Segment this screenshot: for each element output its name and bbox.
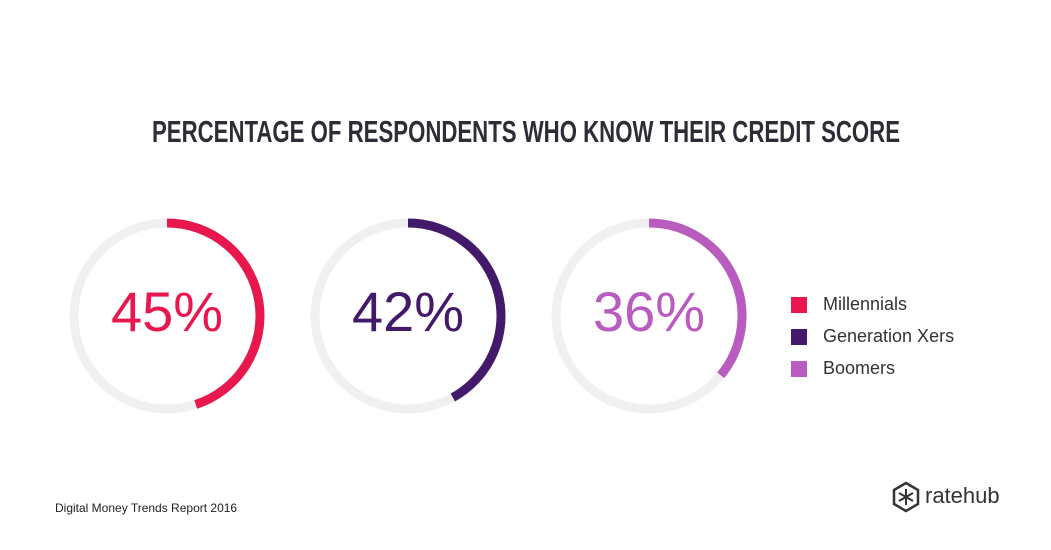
donut-arc <box>648 218 747 379</box>
legend-label: Generation Xers <box>823 326 954 346</box>
legend-swatch <box>791 329 807 345</box>
legend-label: Boomers <box>823 358 895 378</box>
legend-swatch <box>791 361 807 377</box>
value-label: 36% <box>593 280 705 343</box>
chart-title: PERCENTAGE OF RESPONDENTS WHO KNOW THEIR… <box>152 114 900 149</box>
donut-arc <box>166 218 265 409</box>
brand-name: ratehub <box>925 483 1000 508</box>
logo-icon <box>892 481 920 513</box>
source-note: Digital Money Trends Report 2016 <box>55 501 237 515</box>
brand-logo: ratehub <box>892 481 1000 513</box>
legend-swatch <box>791 297 807 313</box>
logo-star <box>898 489 914 505</box>
value-label: 42% <box>352 280 464 343</box>
donut-arc <box>407 218 506 402</box>
value-label: 45% <box>111 280 223 343</box>
legend-label: Millennials <box>823 294 907 314</box>
